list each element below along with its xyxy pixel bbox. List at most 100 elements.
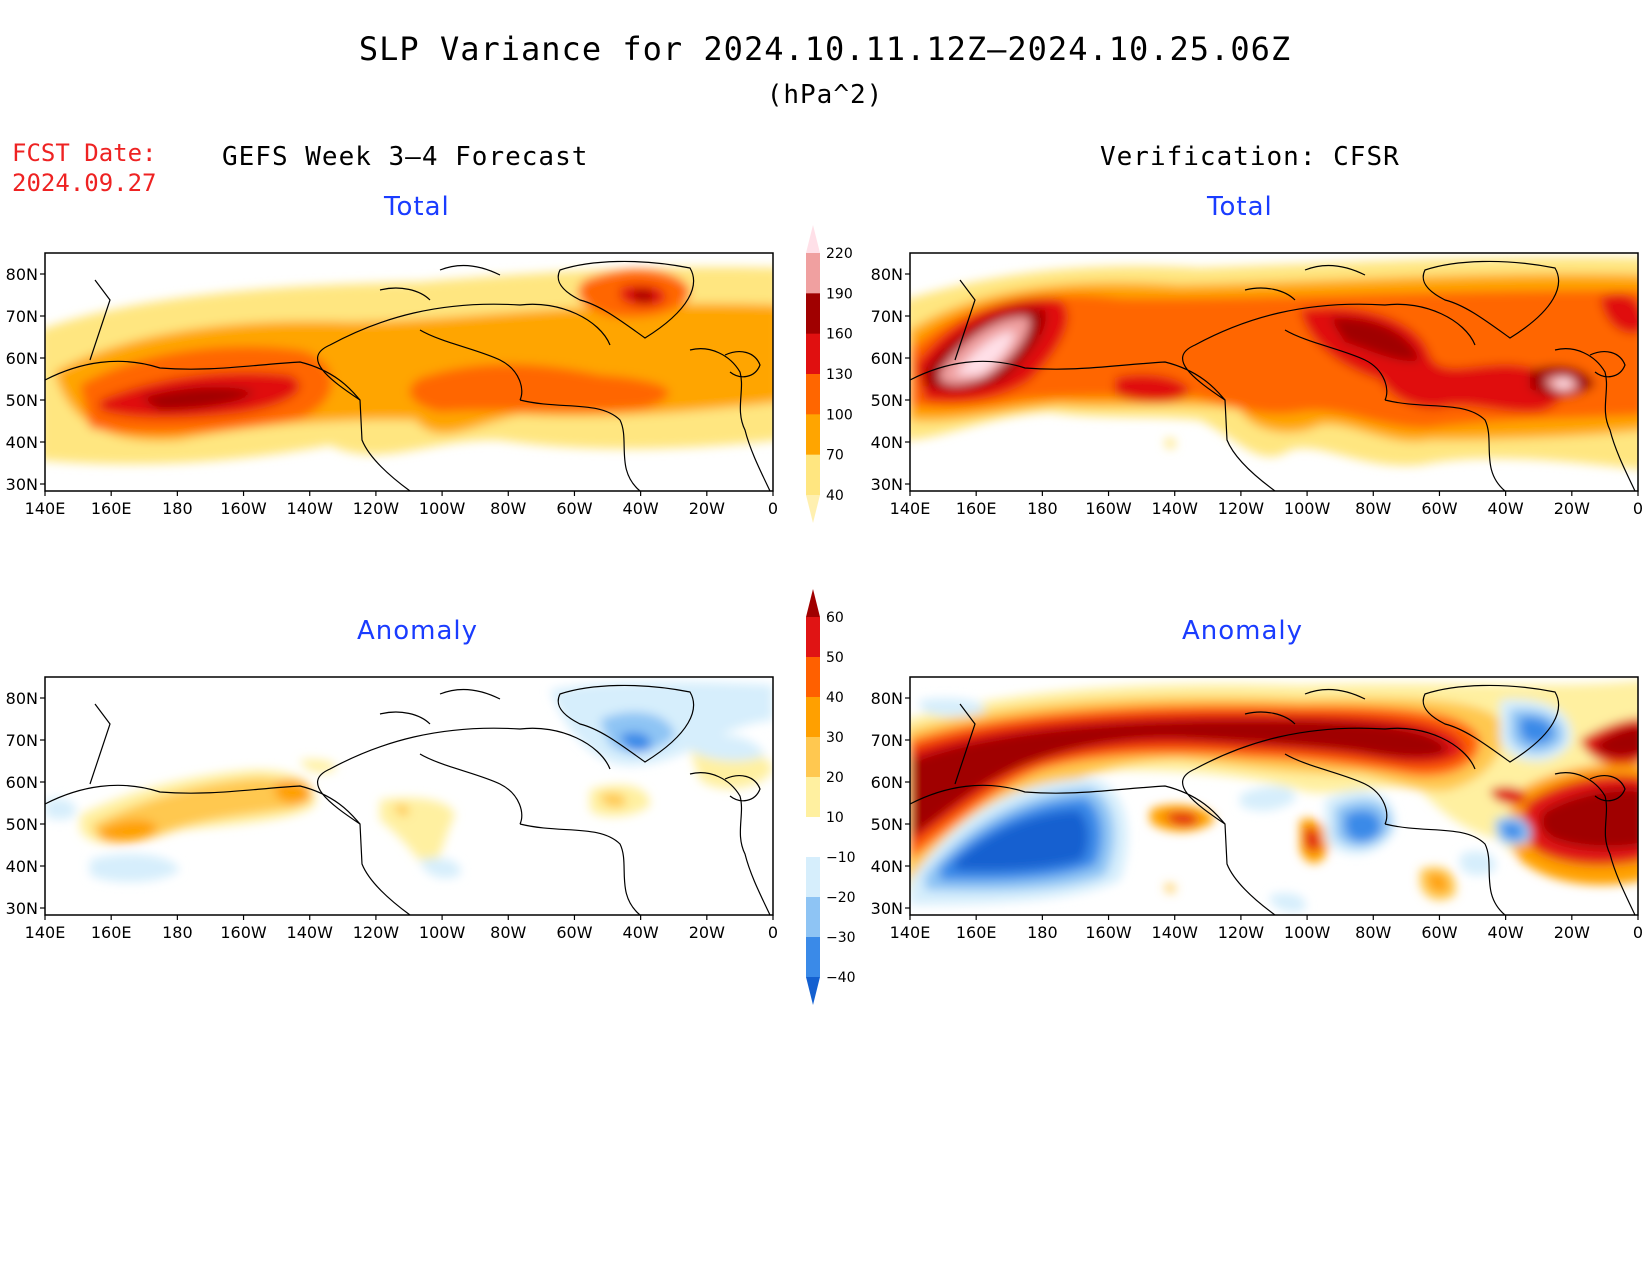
colorbar-level-label: 20: [826, 770, 844, 786]
x-tick-label: 80W: [490, 923, 526, 942]
x-tick-label: 20W: [1554, 499, 1590, 518]
x-axis-forecast-anomaly: 140E 160E 180 160W 140W 120W 100W 80W 60W 40W 20W 0: [25, 915, 778, 942]
x-tick-label: 20W: [1554, 923, 1590, 942]
y-tick-label: 70N: [6, 307, 38, 326]
x-tick-label: 80W: [490, 499, 526, 518]
y-tick-label: 50N: [871, 815, 903, 834]
x-tick-label: 120W: [1218, 499, 1265, 518]
colorbar-level-label: 190: [826, 286, 853, 302]
colorbar-swatch: [806, 737, 820, 778]
y-axis-forecast-anomaly: 80N 70N 60N 50N 40N 30N: [6, 689, 45, 918]
total-colorbar: 220 190 160 130 100 70 40: [806, 225, 853, 523]
colorbar-level-label: 40: [826, 690, 844, 706]
y-tick-label: 30N: [871, 899, 903, 918]
colorbar-swatch: [806, 293, 820, 335]
x-tick-label: 40W: [1488, 923, 1524, 942]
colorbar-swatch: [806, 617, 820, 658]
colorbar-swatch: [806, 414, 820, 456]
colorbar-swatch: [806, 897, 820, 938]
y-axis-verification-anomaly: 80N 70N 60N 50N 40N 30N: [871, 689, 910, 918]
coastline-verification-anomaly: [910, 684, 1636, 915]
x-tick-label: 60W: [556, 499, 592, 518]
x-tick-label: 0: [1633, 499, 1643, 518]
x-tick-label: 40W: [623, 499, 659, 518]
x-tick-label: 160W: [1085, 499, 1132, 518]
y-tick-label: 60N: [871, 349, 903, 368]
colorbar-swatch: [806, 697, 820, 738]
colorbar-swatch: [806, 657, 820, 698]
x-tick-label: 120W: [353, 499, 400, 518]
figure-title: SLP Variance for 2024.10.11.12Z–2024.10.…: [358, 30, 1292, 68]
x-tick-label: 80W: [1355, 499, 1391, 518]
colorbar-level-label: −10: [826, 850, 856, 866]
x-tick-label: 20W: [689, 499, 725, 518]
colorbar-level-label: 50: [826, 650, 844, 666]
y-tick-label: 60N: [6, 349, 38, 368]
y-tick-label: 40N: [6, 857, 38, 876]
x-tick-label: 160W: [220, 923, 267, 942]
x-axis-verification-total: 140E 160E 180 160W 140W 120W 100W 80W 60W 40W 20W 0: [890, 491, 1643, 518]
x-tick-label: 180: [162, 923, 193, 942]
verification-heading: Verification: CFSR: [1100, 142, 1400, 172]
colorbar-level-label: 70: [826, 448, 844, 464]
y-tick-label: 50N: [6, 391, 38, 410]
y-tick-label: 70N: [871, 307, 903, 326]
x-tick-label: 120W: [353, 923, 400, 942]
y-tick-label: 80N: [6, 265, 38, 284]
colorbar-extend-top: [806, 225, 820, 253]
map-panel-verification-anomaly: 80N 70N 60N 50N 40N 30N 140E 160E 180 160W 140W 12…: [871, 676, 1643, 942]
colorbar-level-label: 60: [826, 610, 844, 626]
x-tick-label: 140W: [1152, 923, 1199, 942]
y-tick-label: 80N: [871, 689, 903, 708]
colorbar-swatch: [806, 817, 820, 858]
x-tick-label: 40W: [623, 923, 659, 942]
anomaly-colorbar: 60 50 40 30 20 10 −10 −20 −30 −40: [806, 589, 856, 1005]
colorbar-swatch: [806, 454, 820, 496]
y-tick-label: 30N: [871, 475, 903, 494]
y-tick-label: 80N: [871, 265, 903, 284]
y-tick-label: 50N: [871, 391, 903, 410]
y-tick-label: 40N: [871, 857, 903, 876]
colorbar-swatch: [806, 857, 820, 898]
colorbar-level-label: 130: [826, 367, 853, 383]
y-tick-label: 70N: [871, 731, 903, 750]
x-tick-label: 0: [768, 923, 778, 942]
x-tick-label: 60W: [1421, 499, 1457, 518]
coastline-forecast-anomaly: [45, 684, 771, 915]
fcst-date-block: FCST Date: 2024.09.27: [12, 138, 157, 198]
x-tick-label: 160E: [956, 923, 997, 942]
y-tick-label: 30N: [6, 899, 38, 918]
colorbar-swatch: [806, 777, 820, 818]
fcst-date-value: 2024.09.27: [12, 169, 157, 197]
coastline-forecast-total: [45, 260, 771, 491]
x-tick-label: 140E: [890, 499, 931, 518]
y-tick-label: 80N: [6, 689, 38, 708]
y-axis-forecast-total: 80N 70N 60N 50N 40N 30N: [6, 265, 45, 494]
colorbar-level-label: 10: [826, 810, 844, 826]
colorbar-level-label: 100: [826, 407, 853, 423]
colorbar-swatch: [806, 333, 820, 375]
colorbar-level-label: 160: [826, 327, 853, 343]
x-tick-label: 100W: [419, 923, 466, 942]
units-label: (hPa^2): [766, 80, 884, 110]
x-tick-label: 100W: [419, 499, 466, 518]
colorbar-level-label: −40: [826, 970, 856, 986]
colorbar-swatch: [806, 374, 820, 415]
panel-subtitle-forecast-anomaly: Anomaly: [357, 616, 479, 646]
y-tick-label: 40N: [6, 433, 38, 452]
colorbar-extend-top: [806, 589, 820, 617]
x-tick-label: 160E: [91, 923, 132, 942]
y-axis-verification-total: 80N 70N 60N 50N 40N 30N: [871, 265, 910, 494]
y-tick-label: 70N: [6, 731, 38, 750]
colorbar-swatch: [806, 937, 820, 978]
colorbar-level-label: 220: [826, 246, 853, 262]
x-tick-label: 140E: [25, 923, 66, 942]
y-tick-label: 30N: [6, 475, 38, 494]
y-tick-label: 40N: [871, 433, 903, 452]
x-tick-label: 20W: [689, 923, 725, 942]
x-tick-label: 180: [1027, 923, 1058, 942]
x-tick-label: 140W: [1152, 499, 1199, 518]
x-tick-label: 140E: [890, 923, 931, 942]
y-tick-label: 60N: [871, 773, 903, 792]
